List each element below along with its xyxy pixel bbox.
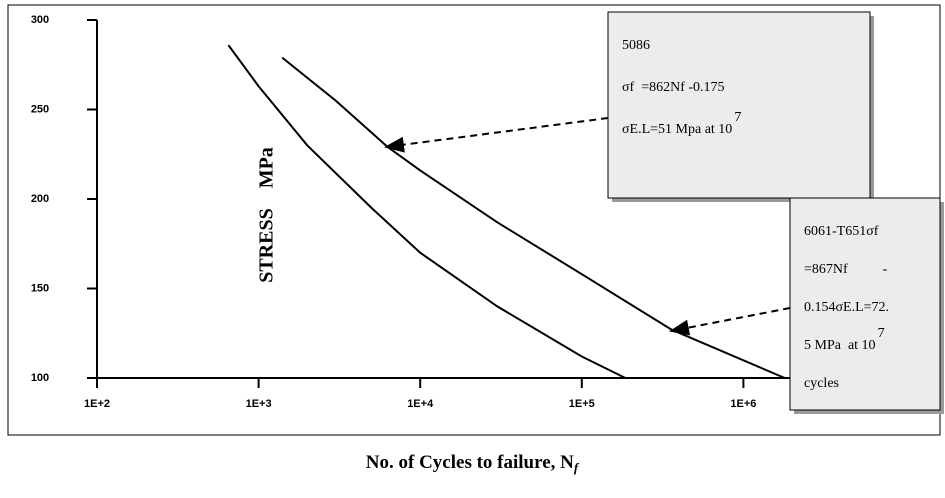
x-label-sub: f (574, 460, 580, 475)
curve (281, 56, 786, 379)
annotation-line: σE.L=51 Mpa at 10 (622, 122, 732, 137)
x-label-main: No. of Cycles to failure, N (366, 452, 574, 473)
x-tick-label: 1E+3 (246, 398, 272, 410)
annotation-sup: 7 (878, 326, 885, 341)
annotation-line: =867Nf - (804, 262, 888, 277)
y-tick-label: 300 (31, 14, 49, 26)
annotation-line: 6061-T651σf (804, 224, 879, 239)
x-tick-label: 1E+2 (84, 398, 110, 410)
annotation-line: 5086 (622, 38, 650, 53)
annotation-line: σf =862Nf -0.175 (622, 80, 725, 95)
x-tick-label: 1E+6 (730, 398, 756, 410)
y-tick-label: 200 (31, 193, 49, 205)
annotation-line: 5 MPa at 10 (804, 338, 876, 353)
annotation-line: cycles (804, 376, 839, 391)
annotation-box (607, 11, 871, 199)
annotation-sup: 7 (734, 110, 741, 125)
y-tick-label: 250 (31, 103, 49, 115)
arrow (669, 307, 791, 336)
x-axis-label: No. of Cycles to failure, Nf (366, 452, 580, 475)
curve (227, 44, 626, 379)
annotation-box (789, 197, 941, 411)
arrow (384, 117, 609, 153)
x-tick-label: 1E+4 (407, 398, 434, 410)
y-tick-label: 100 (31, 372, 49, 384)
x-tick-label: 1E+5 (569, 398, 595, 410)
y-axis-label: STRESS MPa (256, 147, 278, 283)
y-tick-label: 150 (31, 282, 49, 294)
annotation-line: 0.154σE.L=72. (804, 300, 889, 315)
